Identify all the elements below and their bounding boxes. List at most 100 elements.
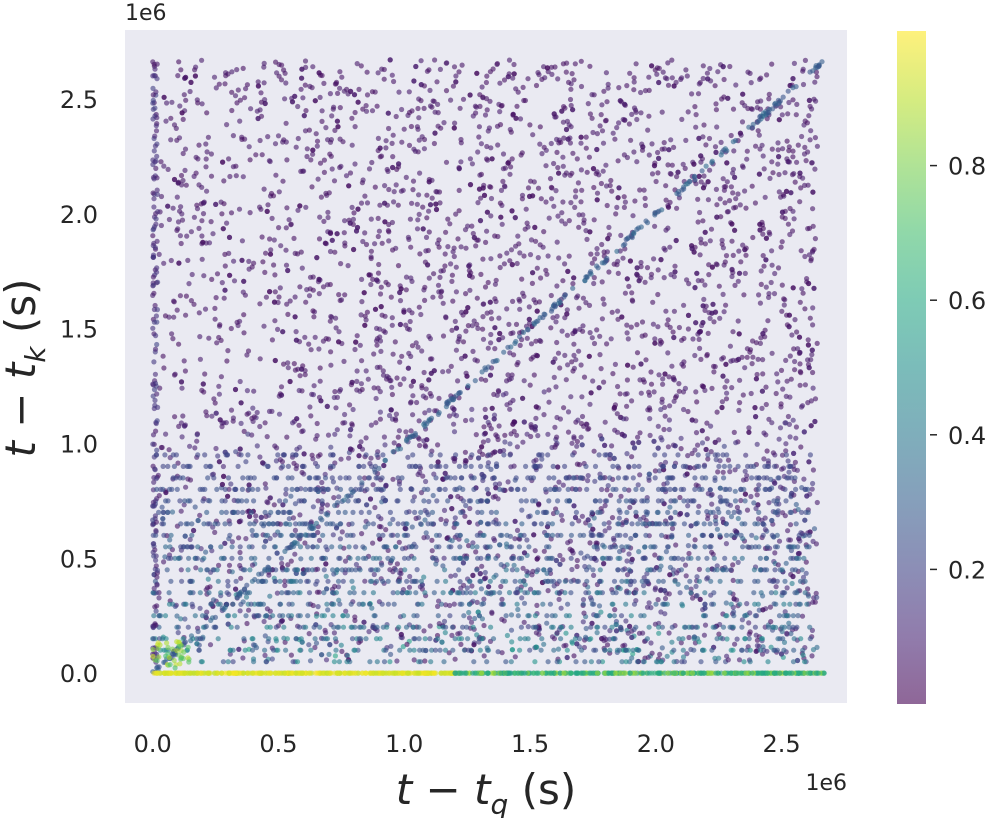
scatter-point xyxy=(774,371,780,377)
scatter-point xyxy=(229,544,235,550)
scatter-point xyxy=(524,431,530,437)
scatter-point xyxy=(805,149,811,155)
scatter-point xyxy=(669,639,675,645)
scatter-point xyxy=(161,94,167,100)
scatter-point xyxy=(356,453,362,459)
scatter-point xyxy=(654,65,661,71)
scatter-point xyxy=(800,81,807,88)
scatter-point xyxy=(603,183,610,189)
scatter-point xyxy=(299,366,305,372)
scatter-point xyxy=(777,484,784,490)
scatter-point xyxy=(410,178,417,184)
scatter-point xyxy=(723,253,730,259)
scatter-point xyxy=(708,578,714,584)
scatter-point xyxy=(598,180,605,187)
scatter-point xyxy=(293,144,299,150)
scatter-point xyxy=(711,369,717,375)
scatter-point xyxy=(264,606,270,612)
scatter-point xyxy=(422,442,428,448)
scatter-point xyxy=(244,82,250,88)
scatter-point xyxy=(464,373,470,379)
scatter-point xyxy=(385,555,391,561)
scatter-point xyxy=(317,214,323,220)
scatter-point xyxy=(416,115,422,121)
scatter-point xyxy=(480,326,486,332)
scatter-point xyxy=(180,150,186,157)
scatter-point xyxy=(684,471,690,477)
scatter-point xyxy=(368,255,374,262)
scatter-point xyxy=(559,328,565,334)
scatter-point xyxy=(464,585,470,591)
scatter-point xyxy=(617,624,624,630)
scatter-point xyxy=(586,302,593,308)
scatter-point xyxy=(372,184,378,190)
scatter-point xyxy=(291,460,297,466)
scatter-point xyxy=(453,289,459,295)
scatter-point xyxy=(199,218,205,224)
scatter-point xyxy=(732,555,738,561)
scatter-point xyxy=(311,314,317,320)
scatter-point xyxy=(337,136,343,142)
scatter-point xyxy=(739,624,745,630)
scatter-point xyxy=(303,204,309,210)
scatter-point xyxy=(263,250,269,256)
scatter-point xyxy=(466,263,472,269)
scatter-point xyxy=(429,195,435,201)
scatter-point xyxy=(685,453,691,459)
scatter-point xyxy=(171,299,177,305)
scatter-point xyxy=(587,229,593,235)
scatter-point xyxy=(453,79,459,85)
scatter-point xyxy=(466,578,473,584)
scatter-point xyxy=(802,144,808,150)
scatter-point xyxy=(642,202,649,209)
scatter-point xyxy=(160,353,166,359)
scatter-point xyxy=(642,88,649,94)
scatter-point xyxy=(285,267,291,274)
scatter-point xyxy=(524,220,530,226)
scatter-point xyxy=(554,630,560,636)
scatter-point xyxy=(766,500,772,506)
scatter-point xyxy=(533,82,540,89)
scatter-point xyxy=(575,180,582,186)
scatter-point xyxy=(453,211,459,217)
scatter-point xyxy=(332,636,339,642)
scatter-point xyxy=(801,429,807,435)
scatter-point xyxy=(745,544,751,550)
scatter-point xyxy=(670,329,676,335)
scatter-point xyxy=(709,549,715,555)
scatter-point xyxy=(196,310,202,316)
scatter-point xyxy=(509,639,515,645)
scatter-point xyxy=(423,234,430,240)
scatter-point xyxy=(599,128,606,134)
scatter-point xyxy=(667,170,673,177)
scatter-point xyxy=(229,569,235,575)
scatter-point xyxy=(262,652,268,659)
scatter-point xyxy=(800,647,806,653)
scatter-point xyxy=(371,351,377,357)
scatter-point xyxy=(722,555,728,561)
scatter-point xyxy=(182,146,189,152)
scatter-point xyxy=(246,258,252,264)
scatter-point xyxy=(285,360,291,366)
scatter-point xyxy=(424,437,430,443)
scatter-point xyxy=(689,450,695,457)
scatter-point xyxy=(779,112,785,118)
scatter-point xyxy=(317,378,323,384)
scatter-point xyxy=(660,376,666,382)
scatter-point xyxy=(293,329,299,335)
scatter-point xyxy=(200,200,207,206)
scatter-point xyxy=(697,596,703,603)
scatter-point xyxy=(749,532,755,538)
scatter-point xyxy=(554,313,560,319)
scatter-point xyxy=(494,392,500,398)
scatter-point xyxy=(719,241,725,247)
scatter-point xyxy=(735,463,741,469)
scatter-point xyxy=(578,199,584,205)
scatter-point xyxy=(632,198,638,204)
scatter-point xyxy=(541,641,547,647)
scatter-point xyxy=(420,393,426,399)
scatter-point xyxy=(583,145,589,151)
scatter-point xyxy=(324,282,331,288)
scatter-point xyxy=(397,298,404,304)
scatter-point xyxy=(744,148,750,154)
